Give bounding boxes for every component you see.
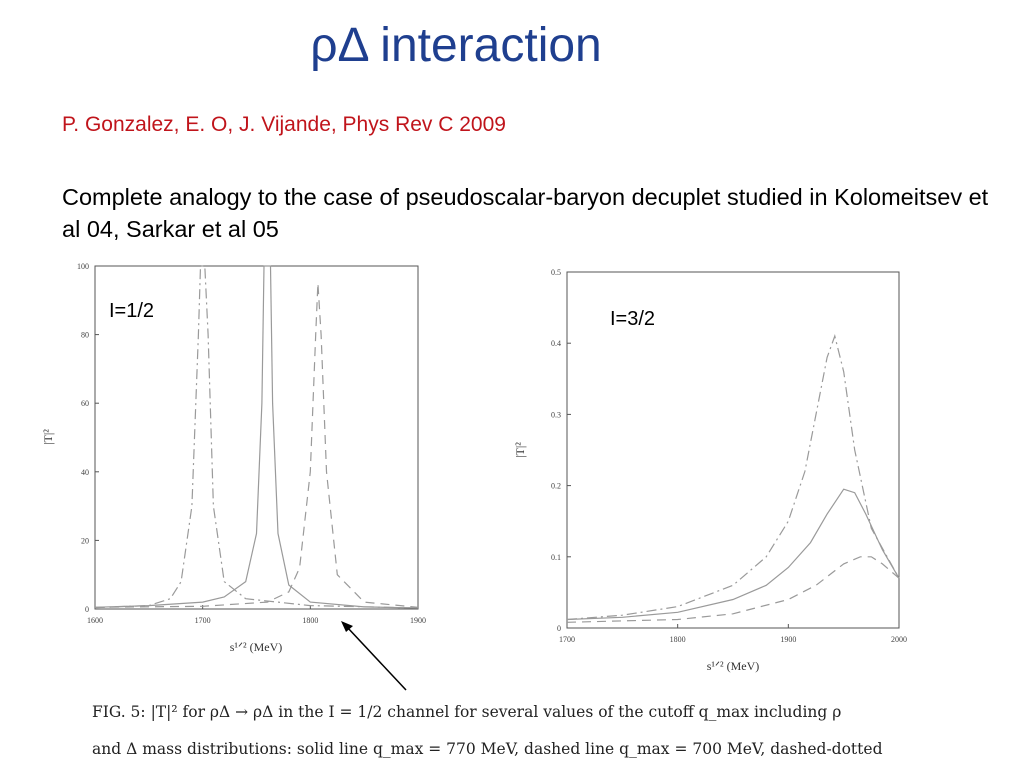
left-xtick-label: 1600 [87, 616, 103, 625]
left-plot-frame [94, 265, 419, 610]
right-xtick-label: 1700 [559, 635, 575, 644]
panel-label-right: I=3/2 [610, 308, 656, 330]
right-ytick-label: 0.3 [551, 410, 561, 419]
body-text: Complete analogy to the case of pseudosc… [62, 184, 989, 242]
annotation-arrow-line [346, 626, 407, 691]
left-ytick-label: 80 [81, 331, 89, 340]
right-ytick-label: 0.2 [551, 482, 561, 491]
left-ytick-label: 60 [81, 399, 89, 408]
left-x-axis-label: s¹ᐟ² (MeV) [230, 640, 283, 654]
panel-label-left: I=1/2 [109, 300, 155, 322]
right-xtick-label: 1800 [670, 635, 686, 644]
right-xtick-label: 2000 [891, 635, 907, 644]
right-plot-frame [566, 271, 900, 629]
left-ytick-label: 0 [85, 605, 89, 614]
right-xtick-label: 1900 [780, 635, 796, 644]
caption-line-1: FIG. 5: |T|² for ρΔ → ρΔ in the I = 1/2 … [92, 703, 842, 721]
caption-line-2: and Δ mass distributions: solid line q_m… [92, 740, 883, 758]
left-ytick-label: 100 [77, 262, 89, 271]
right-series-dashdot [566, 334, 900, 621]
left-xtick-label: 1700 [195, 616, 211, 625]
right-ytick-label: 0.5 [551, 268, 561, 277]
right-ytick-label: 0.1 [551, 553, 561, 562]
left-ytick-label: 20 [81, 536, 89, 545]
right-series-dashed [566, 556, 900, 623]
right-ytick-label: 0 [557, 624, 561, 633]
slide-title: ρΔ interaction [0, 18, 1024, 73]
left-xtick-label: 1800 [302, 616, 318, 625]
left-y-axis-label: |T|² [41, 429, 55, 445]
left-series-solid [94, 265, 419, 609]
left-series-dashdot [94, 265, 419, 609]
annotation-arrow-head [341, 621, 353, 632]
left-xtick-label: 1900 [410, 616, 426, 625]
citation: P. Gonzalez, E. O, J. Vijande, Phys Rev … [62, 113, 506, 136]
right-series-solid [566, 488, 900, 621]
left-series-dashed [94, 283, 419, 608]
right-y-axis-label: |T|² [513, 442, 527, 458]
slide-title-text: ρΔ interaction [310, 19, 602, 72]
right-ytick-label: 0.4 [551, 339, 561, 348]
right-x-axis-label: s¹ᐟ² (MeV) [707, 659, 760, 673]
left-ytick-label: 40 [81, 468, 89, 477]
